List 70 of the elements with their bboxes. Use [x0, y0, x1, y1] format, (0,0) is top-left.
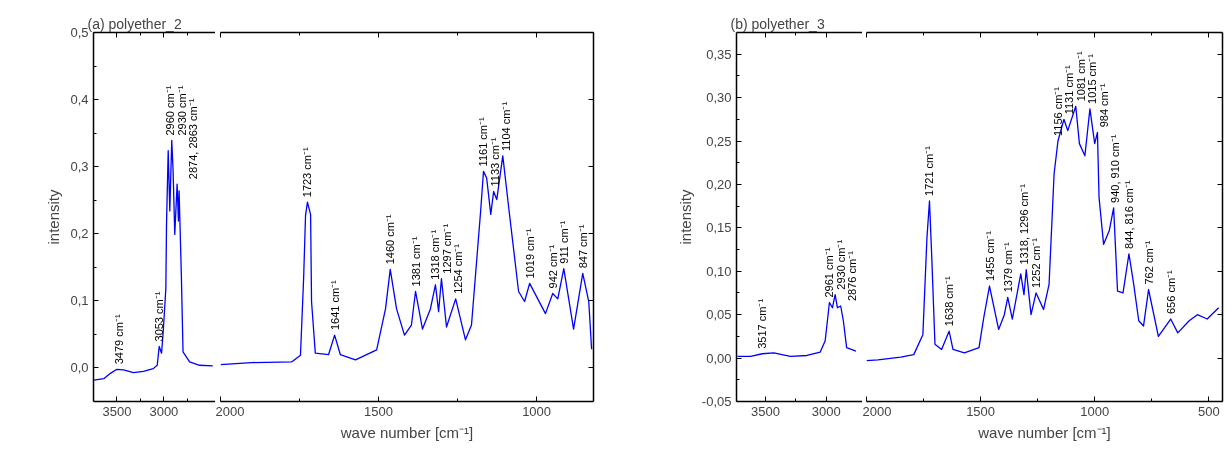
x-tick-label: 1000: [522, 403, 552, 419]
annotation: 1638 cm⁻¹: [943, 275, 956, 327]
y-tick-label: 0,4: [70, 92, 89, 108]
y-tick-label: -0,05: [701, 394, 732, 409]
x-tick-label: 3000: [811, 403, 841, 419]
annotation: 1460 cm⁻¹: [384, 214, 397, 265]
annotation: 1015 cm⁻¹: [1086, 53, 1099, 104]
y-tick-label: 0,00: [706, 350, 732, 366]
annotation: 1133 cm⁻¹: [489, 137, 501, 187]
y-tick-label: 0,5: [70, 25, 89, 40]
annotation: 2874, 2863 cm⁻¹: [187, 98, 200, 180]
annotation: 911 cm⁻¹: [558, 220, 571, 264]
annotation: 1641 cm⁻¹: [328, 279, 341, 331]
y-axis-title: intensity: [676, 188, 694, 245]
annotation: 1318 cm⁻¹: [429, 229, 442, 280]
chart-title: (b) polyether_3: [730, 15, 825, 32]
x-tick-label: 500: [1197, 403, 1220, 419]
y-axis-title: intensity: [45, 188, 63, 245]
y-tick-label: 0,25: [706, 133, 732, 149]
x-tick-label: 2000: [862, 403, 892, 419]
annotation: 1081 cm⁻¹: [1074, 51, 1087, 102]
annotation: 1161 cm⁻¹: [477, 117, 490, 167]
annotation: 1019 cm⁻¹: [523, 228, 536, 279]
annotation: 847 cm⁻¹: [576, 224, 589, 269]
y-tick-label: 0,15: [706, 220, 732, 236]
annotation: 2876 cm⁻¹: [846, 250, 859, 301]
annotation: 3479 cm⁻¹: [112, 314, 125, 365]
annotation: 1131 cm⁻¹: [1063, 64, 1076, 115]
chart-title: (a) polyether_2: [87, 15, 182, 32]
x-axis-title: wave number [cm⁻¹]: [339, 423, 474, 441]
annotation: 1156 cm⁻¹: [1051, 86, 1064, 137]
annotation: 1723 cm⁻¹: [301, 147, 314, 198]
x-tick-label: 2000: [215, 403, 245, 419]
y-tick-label: 0,1: [70, 293, 89, 309]
annotation: 656 cm⁻¹: [1164, 269, 1177, 315]
x-tick-label: 3000: [149, 403, 179, 419]
annotation: 762 cm⁻¹: [1142, 240, 1155, 285]
annotation: 1254 cm⁻¹: [452, 243, 465, 294]
x-tick-label: 1000: [1080, 403, 1110, 419]
x-tick-label: 1500: [966, 403, 996, 419]
x-tick-label: 3500: [102, 403, 132, 419]
annotation: 2930 cm⁻¹: [175, 85, 188, 136]
x-axis-title: wave number [cm⁻¹]: [977, 423, 1111, 441]
annotation: 3517 cm⁻¹: [756, 298, 769, 349]
annotation: 3053 cm⁻¹: [152, 291, 165, 342]
annotation: 2930 cm⁻¹: [834, 239, 847, 290]
annotation: 984 cm⁻¹: [1097, 83, 1110, 128]
annotation: 940, 910 cm⁻¹: [1109, 134, 1122, 203]
y-tick-label: 0,10: [706, 263, 732, 279]
annotation: 1297 cm⁻¹: [440, 223, 453, 274]
annotation: 1381 cm⁻¹: [409, 236, 422, 287]
annotation: 1104 cm⁻¹: [500, 101, 513, 151]
y-tick-label: 0,0: [70, 360, 89, 376]
annotation: 1379 cm⁻¹: [1001, 242, 1014, 293]
annotation: 844, 816 cm⁻¹: [1122, 180, 1135, 249]
x-tick-label: 3500: [751, 403, 781, 419]
annotation: 942 cm⁻¹: [546, 244, 559, 289]
y-tick-label: 0,20: [706, 176, 732, 192]
annotation: 1252 cm⁻¹: [1030, 237, 1043, 288]
y-tick-label: 0,35: [706, 46, 732, 62]
annotation: 1721 cm⁻¹: [923, 145, 936, 196]
y-tick-label: 0,3: [70, 159, 89, 175]
annotation: 2960 cm⁻¹: [164, 85, 177, 136]
annotation: 2961 cm⁻¹: [823, 247, 836, 298]
annotation: 1318, 1296 cm⁻¹: [1017, 183, 1030, 265]
y-tick-label: 0,2: [70, 226, 89, 242]
x-tick-label: 1500: [364, 403, 394, 419]
y-tick-label: 0,30: [706, 90, 732, 106]
y-tick-label: 0,05: [706, 307, 732, 323]
annotation: 1455 cm⁻¹: [983, 230, 996, 282]
